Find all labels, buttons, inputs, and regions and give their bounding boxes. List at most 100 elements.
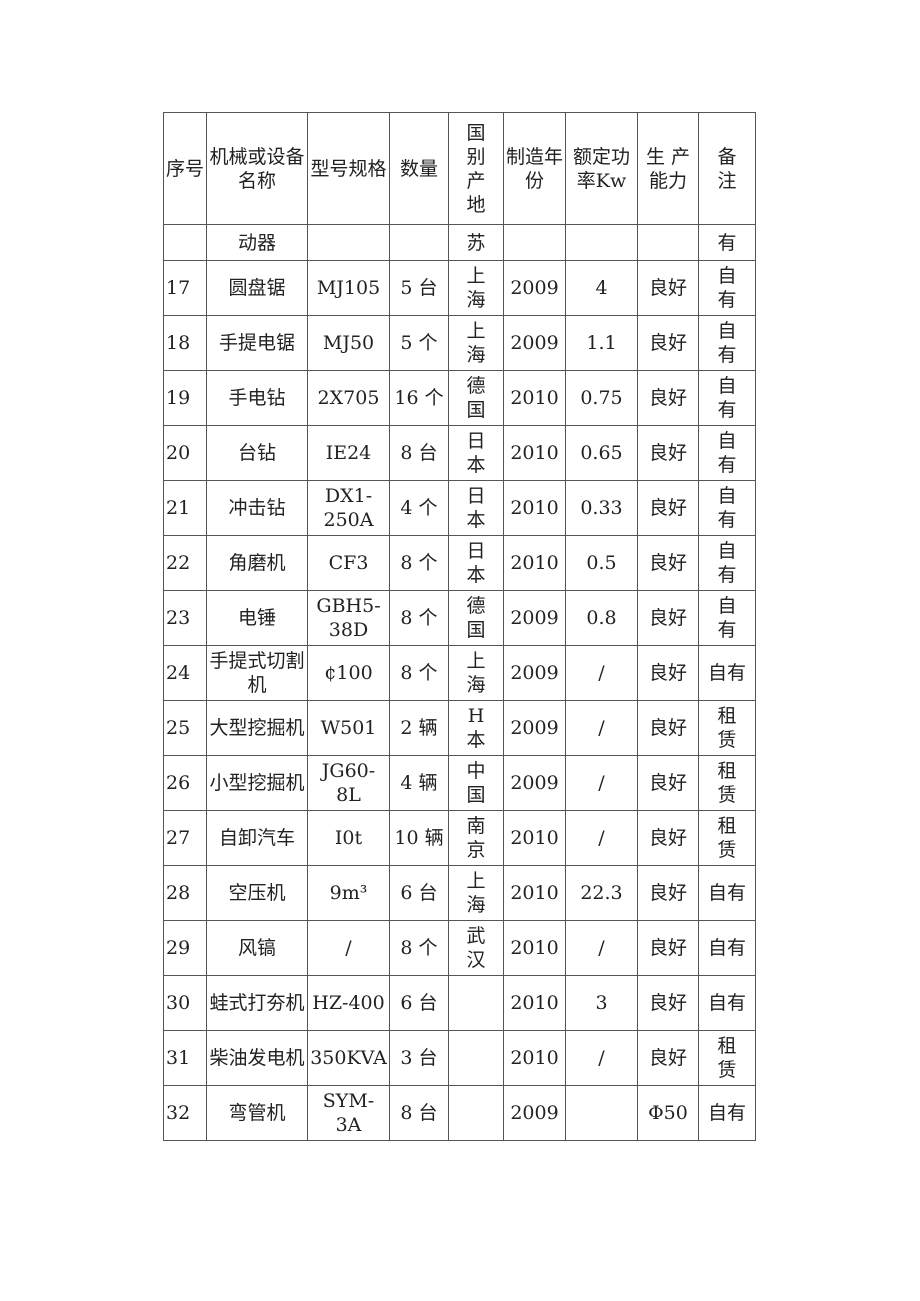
index-cell: 25 <box>163 700 207 756</box>
quantity-cell: 5 台 <box>389 260 449 316</box>
remarks-text: 自有 <box>707 1102 746 1124</box>
rated-power-cell: 0.65 <box>565 425 638 481</box>
remarks-text: 自有 <box>717 485 737 531</box>
capacity-text: 良好 <box>648 827 687 849</box>
rated-power-text: / <box>598 937 605 959</box>
model-spec-text: MJ50 <box>322 332 375 354</box>
capacity-cell: 良好 <box>637 755 699 811</box>
quantity-cell: 16 个 <box>389 370 449 426</box>
index-text: 32 <box>166 1102 191 1124</box>
equipment-name-cell: 柴油发电机 <box>206 1030 308 1086</box>
index-cell: 27 <box>163 810 207 866</box>
remarks-cell: 租赁 <box>698 755 756 811</box>
manufacture-year-text: 2009 <box>510 717 559 739</box>
quantity-cell: 3 台 <box>389 1030 449 1086</box>
quantity-cell: 6 台 <box>389 865 449 921</box>
rated-power-cell: / <box>565 700 638 756</box>
index-cell: 20 <box>163 425 207 481</box>
rated-power-cell: / <box>565 810 638 866</box>
model-spec-cell: JG60-8L <box>307 755 390 811</box>
manufacture-year-text: 2009 <box>510 1102 559 1124</box>
model-spec-cell: ¢100 <box>307 645 390 701</box>
equipment-name-text: 台钻 <box>237 442 276 464</box>
table-row: 23 电锤 GBH5-38D 8 个 德国 2009 0.8 良好 自有 <box>163 590 756 646</box>
manufacture-year-cell <box>503 224 566 261</box>
model-spec-cell: CF3 <box>307 535 390 591</box>
capacity-cell: 良好 <box>637 700 699 756</box>
equipment-name-cell: 圆盘锯 <box>206 260 308 316</box>
manufacture-year-text: 2010 <box>510 497 559 519</box>
table-row: 20 台钻 IE24 8 台 日本 2010 0.65 良好 自有 <box>163 425 756 481</box>
equipment-name-text: 冲击钻 <box>228 497 286 519</box>
manufacture-year-cell: 2009 <box>503 260 566 316</box>
model-spec-text: IE24 <box>325 442 372 464</box>
index-cell: 17 <box>163 260 207 316</box>
rated-power-cell <box>565 224 638 261</box>
quantity-cell: 8 台 <box>389 1085 449 1141</box>
rated-power-cell: 3 <box>565 975 638 1031</box>
quantity-cell: 2 辆 <box>389 700 449 756</box>
quantity-cell: 4 辆 <box>389 755 449 811</box>
remarks-cell: 自有 <box>698 975 756 1031</box>
remarks-text: 租赁 <box>717 815 737 861</box>
quantity-text: 数量 <box>399 157 438 180</box>
quantity-cell: 8 个 <box>389 645 449 701</box>
index-text: 22 <box>166 552 191 574</box>
table-row: 24 手提式切割机 ¢100 8 个 上海 2009 / 良好 自有 <box>163 645 756 701</box>
capacity-text: 良好 <box>648 332 687 354</box>
capacity-cell: 良好 <box>637 865 699 921</box>
rated-power-cell: 0.75 <box>565 370 638 426</box>
remarks-cell: 自有 <box>698 920 756 976</box>
capacity-text: 良好 <box>648 1047 687 1069</box>
capacity-cell: 生 产能力 <box>637 112 699 225</box>
remarks-text: 自有 <box>707 937 746 959</box>
equipment-name-cell: 冲击钻 <box>206 480 308 536</box>
model-spec-text: GBH5-38D <box>316 595 381 641</box>
manufacture-year-cell: 2010 <box>503 425 566 481</box>
origin-cell: 苏 <box>448 224 504 261</box>
manufacture-year-cell: 2010 <box>503 480 566 536</box>
table-row: 32 弯管机 SYM-3A 8 台 2009 Φ50 自有 <box>163 1085 756 1141</box>
model-spec-cell: 9m³ <box>307 865 390 921</box>
model-spec-cell: W501 <box>307 700 390 756</box>
quantity-text: 8 台 <box>400 442 438 464</box>
equipment-name-cell: 大型挖掘机 <box>206 700 308 756</box>
rated-power-cell: / <box>565 755 638 811</box>
remarks-text: 自有 <box>717 430 737 476</box>
index-cell: 29 <box>163 920 207 976</box>
equipment-name-cell: 动器 <box>206 224 308 261</box>
manufacture-year-text: 2010 <box>510 882 559 904</box>
origin-text: 中国 <box>466 760 486 806</box>
manufacture-year-cell: 2010 <box>503 975 566 1031</box>
remarks-cell: 自有 <box>698 865 756 921</box>
remarks-cell: 自有 <box>698 370 756 426</box>
remarks-text: 自有 <box>707 882 746 904</box>
manufacture-year-cell: 2010 <box>503 920 566 976</box>
index-text: 28 <box>166 882 191 904</box>
rated-power-cell <box>565 1085 638 1141</box>
rated-power-text: 0.5 <box>586 552 617 574</box>
model-spec-cell: SYM-3A <box>307 1085 390 1141</box>
quantity-cell <box>389 224 449 261</box>
equipment-name-text: 蛙式打夯机 <box>209 992 305 1014</box>
equipment-name-text: 机械或设备名称 <box>209 145 305 192</box>
model-spec-text: HZ-400 <box>312 992 385 1014</box>
remarks-text: 自有 <box>717 540 737 586</box>
index-cell: 序号 <box>163 112 207 225</box>
index-text: 17 <box>166 277 191 299</box>
capacity-cell: 良好 <box>637 1030 699 1086</box>
rated-power-cell: 1.1 <box>565 315 638 371</box>
model-spec-text: 9m³ <box>329 882 368 904</box>
index-cell: 32 <box>163 1085 207 1141</box>
rated-power-cell: / <box>565 920 638 976</box>
model-spec-text: 350KVA <box>310 1047 387 1069</box>
origin-cell <box>448 975 504 1031</box>
equipment-name-cell: 手电钻 <box>206 370 308 426</box>
table-row: 21 冲击钻 DX1-250A 4 个 日本 2010 0.33 良好 自有 <box>163 480 756 536</box>
equipment-name-text: 弯管机 <box>228 1102 286 1124</box>
model-spec-text: DX1-250A <box>323 485 374 531</box>
origin-text: 日本 <box>466 485 486 531</box>
model-spec-text: 2X705 <box>317 387 380 409</box>
remarks-text: 自有 <box>707 662 746 684</box>
origin-cell <box>448 1085 504 1141</box>
